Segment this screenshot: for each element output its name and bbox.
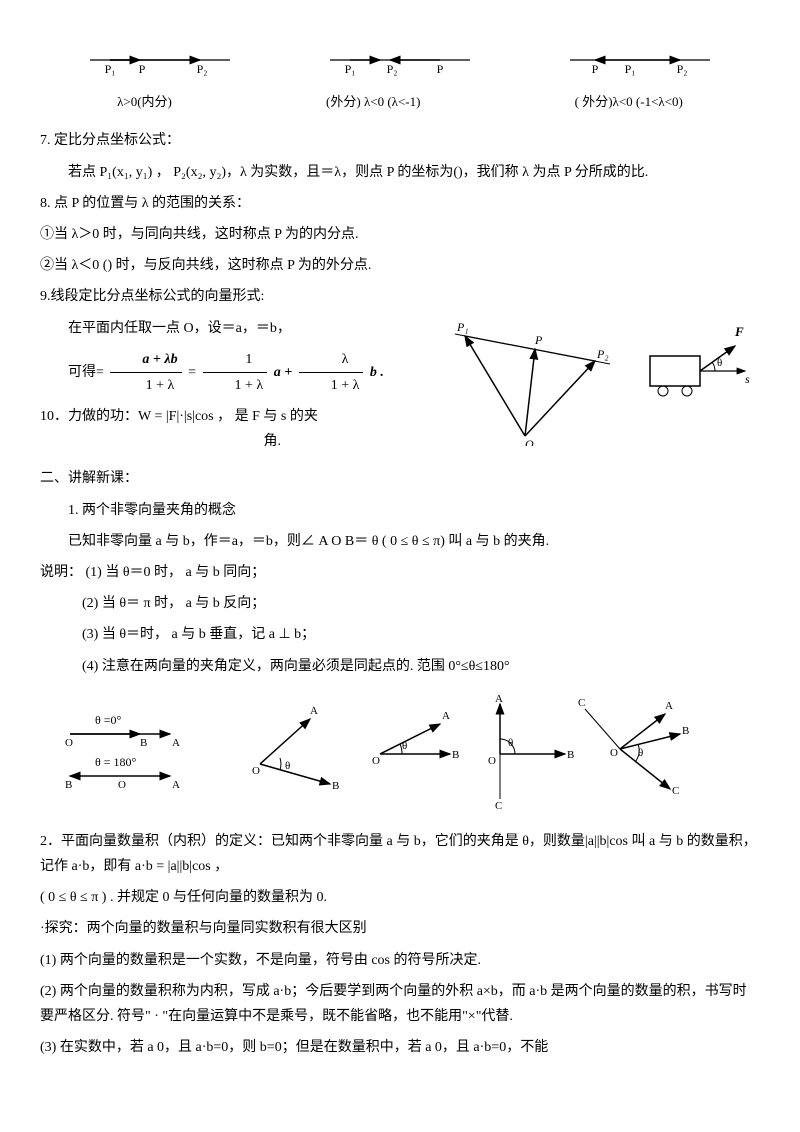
explain-1: (1) 当 θ＝0 时， a 与 b 同向； [86,565,266,580]
explore-3: (3) 在实数中，若 a 0，且 a·b=0，则 b=0；但是在数量积中，若 a… [40,1035,760,1060]
top-diagrams: P₁ P P₂ P₁ P₂ P P P₁ P₂ [40,40,760,80]
svg-text:B: B [332,780,339,792]
sec2-def: 2．平面向量数量积（内积）的定义：已知两个非零向量 a 与 b，它们的夹角是 θ… [40,829,760,879]
svg-text:θ: θ [402,740,407,752]
svg-text:O: O [488,755,496,767]
svg-text:O: O [372,755,380,767]
explain-4: (4) 注意在两向量的夹角定义，两向量必须是同起点的. 范围 0°≤θ≤180° [40,654,760,679]
svg-text:P₁: P₁ [105,62,116,76]
sec10: 10．力做的功：W = |F|·|s|cos ， 是 F 与 s 的夹 角. [40,404,760,454]
caption-3: ( 外分)λ<0 (-1<λ<0) [575,90,683,113]
svg-text:O: O [610,747,618,759]
sec8-line1: ①当 λ＞0 时，与同向共线，这时称点 P 为的内分点. [40,222,760,247]
diagram-2: P₁ P₂ P [320,40,480,80]
svg-text:C: C [672,785,679,797]
explore-2: (2) 两个向量的数量积称为内积，写成 a·b；今后要学到两个向量的外积 a×b… [40,979,760,1029]
formula-pre: 可得= [68,365,104,380]
sec7-title: 7. 定比分点坐标公式： [40,128,760,153]
svg-text:θ: θ [285,760,290,772]
svg-text:P₁: P₁ [456,320,469,334]
frac1-den: 1 + λ [110,373,181,398]
diagram-1: P₁ P P₂ [80,40,240,80]
svg-text:B: B [682,725,689,737]
diagram-3: P P₁ P₂ [560,40,720,80]
sec8-line2: ②当 λ＜0 () 时，与反向共线，这时称点 P 为的外分点. [40,253,760,278]
svg-text:P₂: P₂ [197,62,208,76]
svg-text:A: A [172,737,180,749]
svg-text:A: A [442,710,450,722]
svg-text:θ: θ [638,747,643,759]
svg-text:A: A [665,700,673,712]
concept1-body: 已知非零向量 a 与 b，作＝a，＝b，则∠ A O B＝ θ ( 0 ≤ θ … [40,529,760,554]
svg-text:B: B [140,737,147,749]
svg-text:B: B [65,779,72,791]
svg-text:s: s [745,372,750,386]
svg-text:O: O [118,779,126,791]
svg-text:A: A [172,779,180,791]
frac1-num: a + λb [142,352,177,367]
explain-3: (3) 当 θ＝时， a 与 b 垂直，记 a ⊥ b； [40,622,760,647]
frac2-den: 1 + λ [203,373,268,398]
svg-text:O: O [252,765,260,777]
svg-text:θ = 180°: θ = 180° [95,755,137,769]
explain-2: (2) 当 θ＝ π 时， a 与 b 反向； [40,591,760,616]
sec7-body: 若点 P₁(x₁, y₁) ， P₂(x₂, y₂)，λ 为实数，且＝λ，则点 … [40,160,760,185]
svg-text:F: F [734,324,744,339]
frac-2: 1 1 + λ [203,347,268,398]
part2-head: 二、讲解新课： [40,466,760,491]
sec10-tail: 角. [264,434,282,449]
svg-text:P₂: P₂ [677,62,688,76]
svg-text:P: P [534,333,543,347]
formula-mid1: a + [274,365,296,380]
formula-mid2: b . [370,365,384,380]
svg-text:P₂: P₂ [387,62,398,76]
frac3-den: 1 + λ [299,373,364,398]
svg-text:A: A [310,705,318,717]
caption-1: λ>0(内分) [117,90,172,113]
svg-text:B: B [567,749,574,761]
sec10-text: 10．力做的功：W = |F|·|s|cos ， 是 F 与 s 的夹 [40,409,318,424]
svg-text:P: P [437,62,444,76]
svg-text:P: P [592,62,599,76]
frac3-num: λ [299,347,364,373]
explain-block: 说明： (1) 当 θ＝0 时， a 与 b 同向； [40,560,760,585]
triangle-figure: O P P₁ P₂ [435,316,615,446]
svg-text:P: P [139,62,146,76]
top-captions: λ>0(内分) (外分) λ<0 (λ<-1) ( 外分)λ<0 (-1<λ<0… [40,90,760,113]
sec9-title: 9.线段定比分点坐标公式的向量形式: [40,284,760,309]
frac-3: λ 1 + λ [299,347,364,398]
sec2-range: ( 0 ≤ θ ≤ π ) . 并规定 0 与任何向量的数量积为 0. [40,885,760,910]
svg-text:θ: θ [717,357,722,369]
svg-text:P₁: P₁ [345,62,356,76]
svg-text:P₂: P₂ [596,347,609,361]
angle-diagrams: θ =0° O B A θ = 180° B O A A B O θ [40,694,760,814]
svg-text:C: C [495,800,502,812]
svg-text:P₁: P₁ [625,62,636,76]
explore-head: ·探究：两个向量的数量积与向量同实数积有很大区别 [40,916,760,941]
svg-text:A: A [495,694,503,705]
sec8-title: 8. 点 P 的位置与 λ 的范围的关系： [40,191,760,216]
svg-text:O: O [525,437,534,446]
svg-text:θ =0°: θ =0° [95,713,122,727]
concept1-title: 1. 两个非零向量夹角的概念 [40,498,760,523]
svg-text:C: C [578,697,585,709]
explain-head: 说明： [40,565,82,580]
svg-text:θ: θ [508,737,513,749]
frac-1: a + λb 1 + λ [110,347,181,398]
frac2-num: 1 [203,347,268,373]
force-figure: F θ s [635,316,755,406]
svg-text:B: B [452,749,459,761]
explore-1: (1) 两个向量的数量积是一个实数，不是向量，符号由 cos 的符号所决定. [40,948,760,973]
caption-2: (外分) λ<0 (λ<-1) [326,90,420,113]
svg-text:O: O [65,737,73,749]
